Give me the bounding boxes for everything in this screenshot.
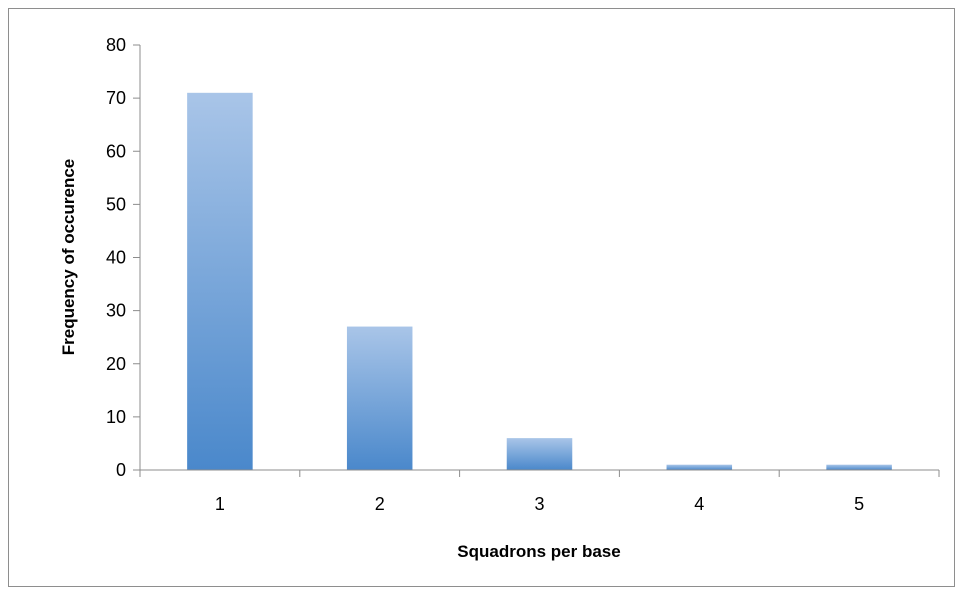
y-tick-label: 60 [106, 141, 126, 161]
x-axis-ticks: 1 2 3 4 5 [139, 470, 940, 514]
axes [139, 45, 939, 471]
y-axis-title: Frequency of occurence [59, 159, 78, 356]
x-tick-label: 3 [534, 494, 544, 514]
bars [187, 92, 892, 470]
bar-2 [346, 326, 413, 470]
y-tick-label: 30 [106, 301, 126, 321]
y-tick-label: 20 [106, 354, 126, 374]
x-axis-title: Squadrons per base [457, 542, 620, 561]
bar-5 [826, 464, 892, 470]
y-axis-ticks: 0 10 20 30 40 50 60 70 80 [106, 35, 140, 480]
y-tick-label: 80 [106, 35, 126, 55]
x-tick-label: 2 [375, 494, 385, 514]
x-tick-label: 4 [694, 494, 704, 514]
y-tick-label: 40 [106, 248, 126, 268]
chart-frame [8, 8, 955, 587]
x-tick-label: 5 [854, 494, 864, 514]
x-tick-label: 1 [215, 494, 225, 514]
bar-1 [187, 92, 253, 470]
y-tick-label: 50 [106, 194, 126, 214]
y-tick-label: 0 [116, 460, 126, 480]
y-tick-label: 70 [106, 88, 126, 108]
bar-3 [506, 438, 573, 470]
y-tick-label: 10 [106, 407, 126, 427]
bar-4 [666, 464, 733, 470]
